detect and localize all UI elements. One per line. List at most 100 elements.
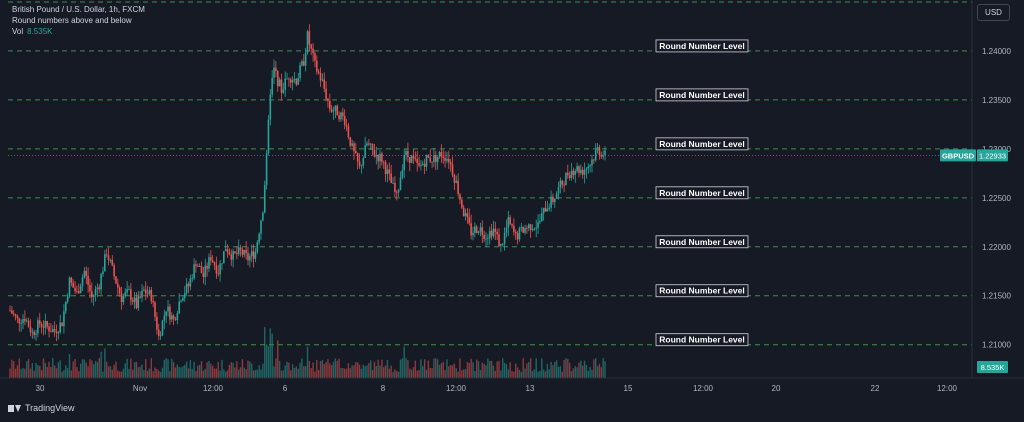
- candle-body: [288, 78, 290, 80]
- candle-body: [319, 73, 322, 81]
- candle-body: [585, 168, 588, 170]
- volume-bar: [494, 370, 496, 378]
- round-level-label: Round Number Level: [659, 237, 744, 247]
- volume-bar: [9, 368, 11, 378]
- candle-body: [189, 278, 192, 287]
- candle-body: [488, 230, 491, 239]
- volume-bar: [221, 359, 223, 378]
- candle-body: [18, 318, 21, 324]
- volume-bar: [286, 361, 288, 378]
- volume-bar: [206, 362, 208, 378]
- volume-bar: [574, 366, 576, 378]
- volume-bar: [213, 368, 216, 378]
- volume-bar: [256, 369, 258, 378]
- volume-bar: [297, 368, 299, 378]
- volume-bar: [18, 358, 20, 378]
- candle-body: [500, 244, 502, 247]
- volume-bar: [327, 359, 329, 378]
- volume-bar: [489, 360, 491, 378]
- price-axis[interactable]: 1.21000 1.21500 1.22000 1.22500 1.23000 1.235…: [971, 0, 1011, 378]
- volume-bar: [96, 361, 99, 378]
- candle-body: [157, 329, 160, 336]
- volume-bar: [215, 368, 218, 378]
- volume-bar: [200, 360, 203, 378]
- candle-body: [223, 251, 225, 264]
- candle-body: [475, 226, 478, 234]
- candle-body: [526, 227, 528, 229]
- candle-body: [102, 271, 104, 275]
- candle-body: [604, 150, 606, 156]
- candle-body: [46, 321, 48, 327]
- candle-body: [539, 221, 541, 223]
- candle-body: [474, 226, 476, 233]
- volume-bar: [394, 369, 396, 378]
- volume-bar: [316, 359, 318, 378]
- round-level-label: Round Number Level: [659, 139, 744, 149]
- volume-bar: [20, 369, 22, 378]
- candle-body: [245, 249, 247, 253]
- volume-bar: [288, 362, 290, 378]
- volume-bar: [223, 369, 225, 378]
- candle-body: [249, 256, 251, 261]
- candle-body: [267, 119, 270, 154]
- candle-body: [594, 150, 597, 161]
- candle-body: [130, 289, 132, 301]
- price-tick-label: 1.23000: [982, 145, 1011, 154]
- volume-legend[interactable]: Vol 8.535K: [12, 26, 145, 37]
- candle-body: [91, 291, 93, 298]
- candle-body: [289, 79, 292, 83]
- volume-bar: [85, 362, 87, 378]
- volume-bar: [133, 362, 136, 378]
- candle-body: [146, 293, 149, 295]
- volume-bar: [366, 365, 368, 378]
- candle-body: [50, 331, 52, 333]
- candle-body: [38, 320, 41, 324]
- candle-body: [436, 156, 439, 163]
- candle-body: [275, 67, 277, 72]
- candle-body: [442, 156, 445, 159]
- volume-bar: [325, 362, 327, 378]
- candle-body: [440, 151, 443, 157]
- volume-bar: [544, 371, 547, 378]
- tradingview-icon: [8, 404, 22, 413]
- indicator-title[interactable]: Round numbers above and below: [12, 16, 132, 25]
- candle-body: [154, 302, 156, 317]
- candle-body: [535, 227, 538, 229]
- candle-body: [347, 126, 350, 138]
- volume-bar: [474, 370, 476, 378]
- volume-bar: [59, 360, 61, 378]
- volume-bars: [9, 326, 606, 378]
- volume-bar: [48, 361, 50, 378]
- time-axis[interactable]: 30 Nov 12:00 6 8 12:00 13 15 12:00 20 22 12:00: [0, 377, 1024, 393]
- tradingview-logo[interactable]: TradingView: [8, 403, 75, 413]
- candle-body: [583, 169, 586, 175]
- volume-bar: [245, 369, 247, 378]
- candle-body: [25, 320, 28, 322]
- volume-bar: [401, 358, 404, 378]
- candle-body: [600, 154, 603, 157]
- candle-body: [353, 143, 355, 152]
- candle-body: [306, 31, 309, 53]
- candle-body: [451, 164, 454, 176]
- candle-body: [295, 78, 298, 85]
- volume-bar: [481, 362, 483, 378]
- candle-body: [501, 243, 504, 245]
- candle-body: [299, 65, 301, 79]
- volume-bar: [528, 361, 530, 378]
- round-level-label: Round Number Level: [659, 90, 744, 100]
- symbol-title[interactable]: British Pound / U.S. Dollar, 1h, FXCM: [12, 5, 145, 14]
- volume-bar: [251, 363, 253, 378]
- volume-bar: [342, 368, 344, 378]
- candle-body: [92, 294, 95, 298]
- candle-body: [187, 283, 190, 287]
- candle-body: [239, 247, 242, 250]
- volume-bar: [312, 362, 314, 378]
- candle-body: [388, 169, 391, 174]
- candle-body: [498, 234, 500, 247]
- candle-body: [368, 143, 370, 145]
- currency-button[interactable]: USD: [977, 4, 1010, 21]
- candle-body: [265, 153, 268, 186]
- candle-body: [580, 169, 582, 174]
- volume-bar: [451, 365, 454, 378]
